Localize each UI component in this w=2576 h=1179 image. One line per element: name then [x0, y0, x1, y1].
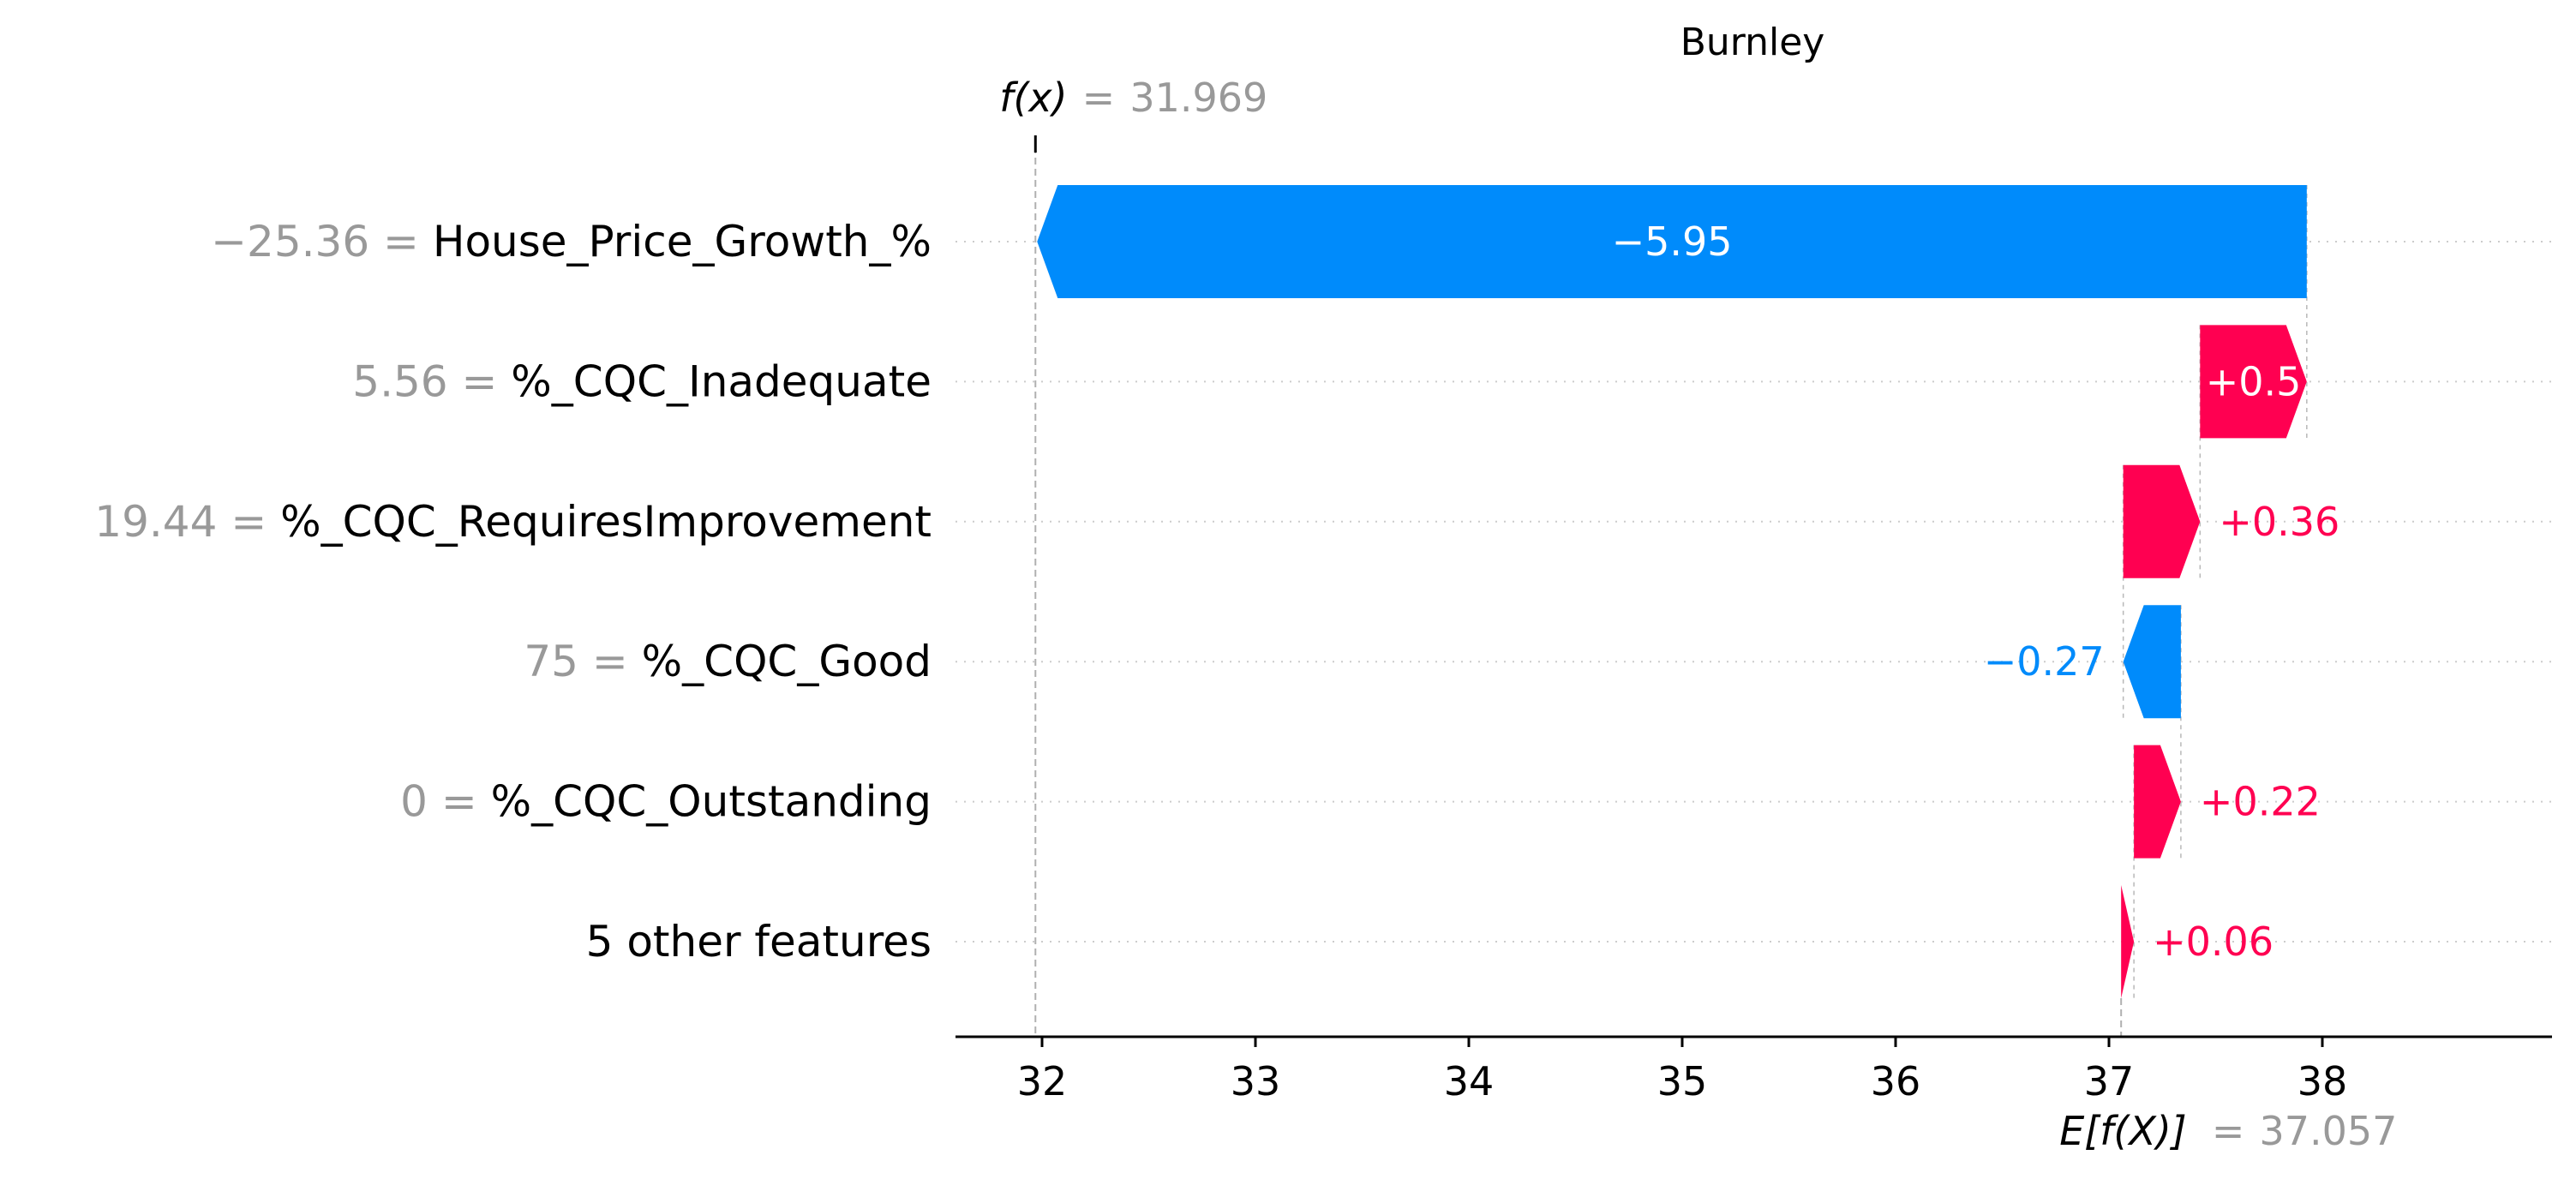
feature-label: −25.36 = House_Price_Growth_% [211, 217, 932, 266]
feature-label: 5 other features [586, 917, 932, 967]
waterfall-bar [1037, 185, 2307, 298]
bar-value-label: −5.95 [1612, 218, 1733, 265]
base-value-label: E[f(X)] = 37.057 [2059, 1108, 2397, 1154]
feature-value: 19.44 = [94, 497, 280, 547]
x-tick-label: 36 [1871, 1058, 1921, 1104]
feature-value: 75 = [524, 637, 641, 686]
feature-label: 75 = %_CQC_Good [524, 637, 932, 686]
grid-layer [956, 241, 2552, 943]
x-tick-label: 38 [2297, 1058, 2348, 1104]
feature-name: %_CQC_Good [642, 637, 932, 686]
bar-value-label: +0.06 [2153, 919, 2273, 965]
waterfall-bar [2121, 885, 2135, 998]
reference-lines [1033, 135, 2308, 1037]
bar-value-label: −0.27 [1984, 638, 2105, 685]
feature-name: %_CQC_RequiresImprovement [280, 497, 932, 547]
feature-name: %_CQC_Inadequate [511, 356, 932, 406]
feature-label: 5.56 = %_CQC_Inadequate [352, 356, 932, 406]
feature-labels: −25.36 = House_Price_Growth_% 5.56 = %_CQ… [94, 217, 932, 967]
feature-value: 0 = [400, 777, 491, 827]
feature-value: 5.56 = [352, 356, 511, 406]
bar-value-label: +0.5 [2206, 358, 2302, 404]
output-name: f(x) [999, 75, 1067, 121]
x-tick-label: 35 [1657, 1058, 1708, 1104]
feature-label: 0 = %_CQC_Outstanding [400, 777, 932, 827]
x-tick-label: 32 [1017, 1058, 1068, 1104]
feature-name: %_CQC_Outstanding [491, 777, 932, 827]
waterfall-bar [2134, 745, 2181, 859]
output-value: 31.969 [1129, 75, 1267, 121]
feature-value: −25.36 = [211, 217, 433, 266]
x-tick-label: 33 [1231, 1058, 1281, 1104]
waterfall-bar [2123, 464, 2201, 578]
waterfall-bar [2123, 605, 2181, 719]
waterfall-bar [2200, 325, 2307, 439]
x-tick-label: 34 [1444, 1058, 1495, 1104]
base-name: E[f(X)] [2059, 1108, 2187, 1154]
base-value: 37.057 [2259, 1108, 2397, 1154]
bar-value-label: +0.22 [2200, 779, 2321, 825]
x-axis: 32 33 34 35 36 37 38 [956, 1035, 2552, 1104]
chart-title: Burnley [1680, 21, 1825, 64]
feature-label: 19.44 = %_CQC_RequiresImprovement [94, 497, 932, 547]
output-value-label: f(x) = 31.969 [999, 75, 1267, 121]
base-equals: = [2212, 1108, 2245, 1154]
bars-layer: −5.95 +0.5 +0.36 −0.27 +0.22 +0.06 [1037, 185, 2339, 998]
bar-value-label: +0.36 [2219, 499, 2339, 545]
x-tick-label: 37 [2084, 1058, 2135, 1104]
feature-name: 5 other features [586, 917, 932, 967]
output-equals: = [1082, 75, 1116, 121]
feature-name: House_Price_Growth_% [433, 217, 932, 266]
